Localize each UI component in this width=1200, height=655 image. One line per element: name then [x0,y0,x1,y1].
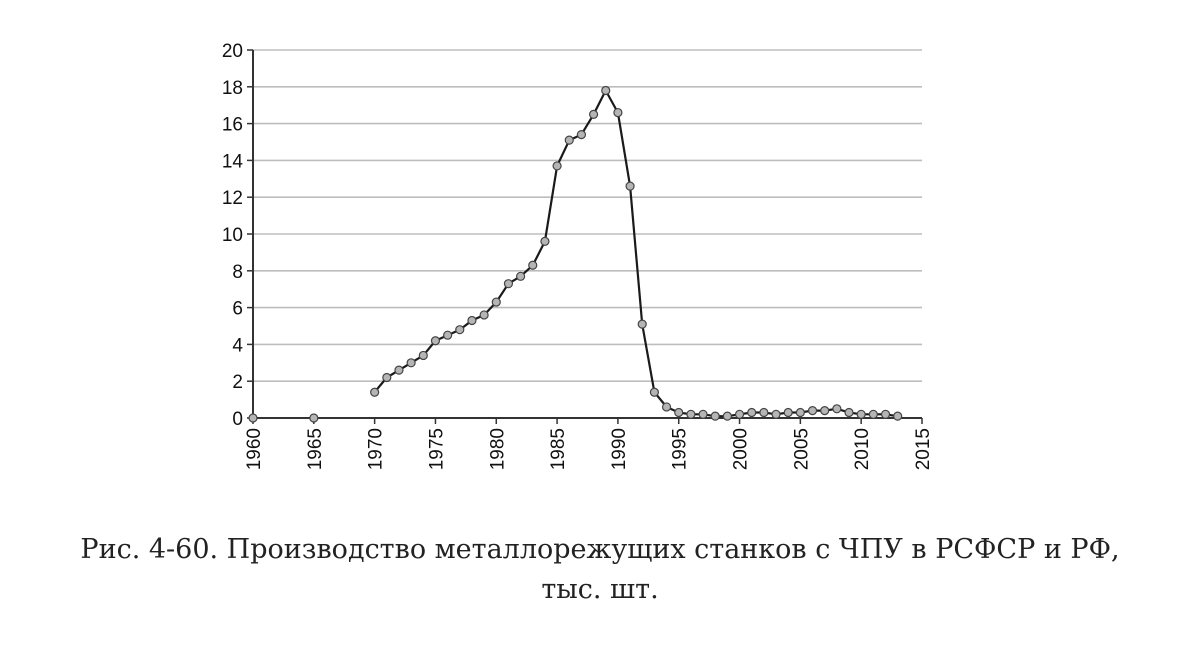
data-point [479,310,489,320]
data-point [686,409,696,419]
y-tick-label: 0 [232,409,243,430]
data-point [637,319,647,329]
data-point [795,407,805,418]
data-point [807,406,818,416]
y-tick-label: 4 [232,335,243,356]
data-point [503,279,514,289]
x-tick-label: 2015 [913,428,934,470]
data-point [625,181,635,191]
data-point [370,387,380,397]
y-tick-label: 8 [232,262,243,283]
data-point [710,411,720,421]
data-point [588,109,599,120]
data-point [601,85,611,96]
data-point [722,411,732,421]
data-point [649,387,660,397]
x-tick-labels: 1960 1965 1970 1975 1980 1985 1990 1995 2000 2005… [244,428,934,470]
data-point [844,407,854,418]
y-tick-label: 18 [222,78,243,99]
x-tick-label: 2005 [791,428,812,470]
data-point [661,402,672,412]
data-point [455,325,465,335]
data-point [783,407,793,418]
x-tick-label: 2000 [731,428,752,470]
x-tick-label: 1965 [305,428,326,470]
data-series [248,85,903,423]
x-tick-label: 1960 [244,428,265,470]
data-point [576,130,587,140]
data-point [759,407,769,418]
y-tick-labels: 0 2 4 6 8 10 12 14 16 18 20 [222,41,244,430]
data-point [747,407,757,418]
x-tick-label: 2010 [852,428,873,470]
figure-caption: Рис. 4-60. Производство металлорежущих с… [0,530,1200,610]
x-tick-label: 1975 [426,428,447,470]
x-tick-label: 1995 [670,428,691,470]
data-point [430,336,441,346]
data-point [552,161,562,171]
data-point [248,413,258,423]
data-point [613,107,623,118]
grid-lines [253,49,922,383]
x-tick-label: 1970 [366,428,387,470]
y-tick-label: 12 [222,188,243,209]
data-point [394,365,404,375]
data-point [856,409,866,419]
y-tick-label: 14 [222,151,244,172]
data-point [515,271,526,281]
data-point [820,406,830,416]
y-tick-label: 6 [232,299,243,320]
data-point [734,409,745,419]
data-point [832,404,842,414]
y-tick-label: 20 [222,41,243,62]
data-point [771,409,781,419]
data-point [418,350,428,361]
data-point [443,330,453,340]
data-point [309,413,319,423]
y-tick-label: 16 [222,115,243,136]
data-point [868,409,878,419]
data-point [528,260,538,270]
caption-line-1: Рис. 4-60. Производство металлорежущих с… [80,534,1120,565]
x-tick-label: 1980 [487,428,508,470]
data-point [382,372,392,383]
y-tick-label: 10 [222,225,243,246]
caption-line-2: тыс. шт. [541,574,659,605]
data-point [467,315,477,326]
data-point [674,407,684,418]
axes [247,49,923,424]
x-tick-label: 1990 [609,428,630,470]
x-tick-label: 1985 [548,428,569,470]
y-tick-label: 2 [232,372,243,393]
data-point [880,409,891,419]
data-point [491,297,501,307]
data-point [406,358,416,368]
series-line [373,89,898,418]
data-point [698,409,708,419]
data-point [893,411,903,421]
data-point [540,236,550,246]
data-point [564,135,574,145]
